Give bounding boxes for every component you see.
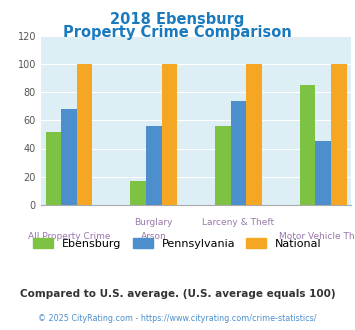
Text: All Property Crime: All Property Crime <box>28 232 110 241</box>
Text: 2018 Ebensburg: 2018 Ebensburg <box>110 12 245 26</box>
Bar <box>131 181 146 205</box>
Bar <box>61 109 77 205</box>
Bar <box>246 64 262 205</box>
Text: Larceny & Theft: Larceny & Theft <box>202 218 274 227</box>
Bar <box>316 142 331 205</box>
Text: Motor Vehicle Theft: Motor Vehicle Theft <box>279 232 355 241</box>
Legend: Ebensburg, Pennsylvania, National: Ebensburg, Pennsylvania, National <box>29 234 326 253</box>
Text: Property Crime Comparison: Property Crime Comparison <box>63 25 292 40</box>
Bar <box>146 126 162 205</box>
Text: Arson: Arson <box>141 232 166 241</box>
Bar <box>162 64 177 205</box>
Bar <box>215 126 231 205</box>
Bar <box>331 64 346 205</box>
Text: © 2025 CityRating.com - https://www.cityrating.com/crime-statistics/: © 2025 CityRating.com - https://www.city… <box>38 314 317 323</box>
Bar <box>77 64 92 205</box>
Text: Compared to U.S. average. (U.S. average equals 100): Compared to U.S. average. (U.S. average … <box>20 289 335 299</box>
Bar <box>300 85 316 205</box>
Bar <box>231 101 246 205</box>
Bar <box>46 132 61 205</box>
Text: Burglary: Burglary <box>135 218 173 227</box>
